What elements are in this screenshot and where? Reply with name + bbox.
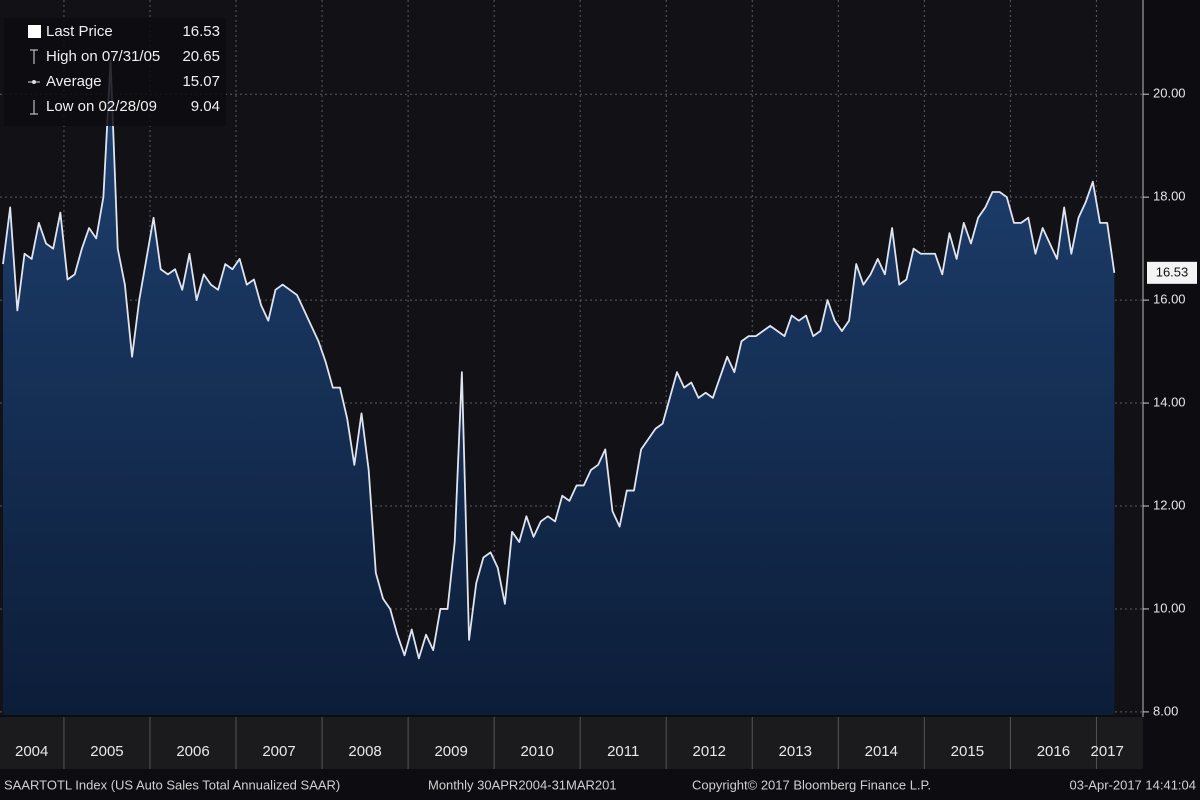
footer-index: SAARTOTL Index (US Auto Sales Total Annu… [4, 777, 340, 792]
legend-glyph [32, 80, 36, 84]
last-price-label: 16.53 [1156, 264, 1189, 279]
x-tick-label: 2004 [15, 743, 48, 760]
footer: SAARTOTL Index (US Auto Sales Total Annu… [4, 777, 1196, 792]
legend-value: 20.65 [182, 48, 220, 65]
y-tick-label: 16.00 [1153, 292, 1186, 307]
x-tick-label: 2010 [520, 743, 553, 760]
marks [2, 59, 1116, 716]
x-tick-label: 2015 [951, 743, 984, 760]
year-bar [0, 717, 1143, 769]
x-tick-label: 2014 [865, 743, 898, 760]
y-tick-label: 14.00 [1153, 394, 1186, 409]
legend-swatch [28, 25, 41, 38]
x-tick-label: 2009 [434, 743, 467, 760]
y-tick-label: 8.00 [1153, 703, 1178, 718]
x-tick-label: 2017 [1090, 743, 1123, 760]
footer-range: Monthly 30APR2004-31MAR201 [428, 777, 617, 792]
legend: Last Price 16.53 High on 07/31/05 20.65 Aver… [4, 18, 226, 126]
legend-label: Average [46, 73, 102, 90]
footer-timestamp: 03-Apr-2017 14:41:04 [1070, 777, 1196, 792]
axis: 8.00 10.00 12.00 14.00 16.00 18.00 20.00 2004 20… [15, 86, 1197, 769]
line [2, 59, 1116, 660]
footer-copyright: Copyright© 2017 Bloomberg Finance L.P. [692, 777, 931, 792]
x-tick-label: 2007 [262, 743, 295, 760]
x-tick-label: 2008 [348, 743, 381, 760]
x-tick-label: 2016 [1037, 743, 1070, 760]
x-tick-label: 2011 [607, 743, 639, 760]
area [3, 60, 1115, 716]
legend-value: 9.04 [191, 98, 220, 115]
legend-label: Last Price [46, 23, 113, 40]
y-tick-label: 18.00 [1153, 189, 1186, 204]
y-tick-label: 20.00 [1153, 86, 1186, 101]
x-tick-label: 2013 [779, 743, 812, 760]
y-tick-label: 12.00 [1153, 497, 1186, 512]
legend-value: 15.07 [182, 73, 220, 90]
x-tick-label: 2012 [693, 743, 726, 760]
legend-value: 16.53 [182, 23, 220, 40]
x-tick-label: 2006 [176, 743, 209, 760]
legend-label: High on 07/31/05 [46, 48, 160, 65]
x-tick-label: 2005 [90, 743, 123, 760]
last-price-badge [1147, 261, 1197, 284]
legend-label: Low on 02/28/09 [46, 98, 157, 115]
y-tick-label: 10.00 [1153, 600, 1186, 615]
